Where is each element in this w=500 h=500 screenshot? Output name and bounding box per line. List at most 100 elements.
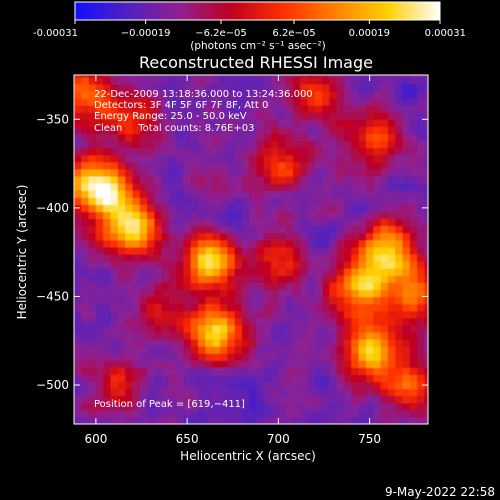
heatmap-cell [344,388,352,397]
heatmap-cell [387,261,396,269]
heatmap-cell [132,303,141,312]
heatmap-cell [256,246,265,255]
heatmap-cell [380,218,389,227]
heatmap-cell [322,388,331,397]
heatmap-cell [241,353,250,361]
heatmap-cell [409,75,418,78]
heatmap-cell [344,246,352,255]
heatmap-cell [241,402,250,411]
heatmap-cell [190,388,199,397]
heatmap-cell [402,338,411,347]
heatmap-cell [322,119,331,127]
heatmap-cell [314,175,323,184]
heatmap-cell [176,183,185,191]
heatmap-cell [103,126,112,135]
heatmap-cell [227,105,236,113]
annotation-energy: Energy Range: 25.0 ‑ 50.0 keV [94,111,247,122]
heatmap-cell [154,409,163,418]
heatmap-cell [373,261,382,269]
heatmap-cell [402,353,411,361]
heatmap-cell [139,303,148,312]
heatmap-cell [74,239,82,248]
heatmap-cell [344,239,352,248]
heatmap-cell [132,317,141,326]
heatmap-cell [132,268,141,276]
heatmap-cell [278,225,287,234]
heatmap-cell [190,289,199,298]
heatmap-cell [402,133,411,142]
heatmap-cell [117,119,126,127]
heatmap-cell [117,402,126,411]
heatmap-cell [329,310,338,319]
heatmap-cell [300,374,309,383]
heatmap-cell [74,105,82,113]
heatmap-cell [183,360,192,368]
heatmap-cell [314,381,323,390]
heatmap-cell [205,246,214,255]
heatmap-cell [395,119,404,127]
heatmap-cell [307,90,316,99]
heatmap-cell [219,161,228,170]
heatmap-cell [417,232,425,241]
heatmap-cell [380,225,389,234]
heatmap-cell [74,90,82,99]
heatmap-cell [344,161,352,170]
heatmap-cell [88,303,97,312]
heatmap-cell [329,416,338,424]
heatmap-cell [336,388,345,397]
heatmap-cell [249,112,258,120]
heatmap-cell [198,204,206,213]
heatmap-cell [146,98,155,106]
heatmap-cell [241,140,250,149]
heatmap-cell [373,303,382,312]
heatmap-cell [139,225,148,234]
heatmap-cell [74,168,82,177]
heatmap-cell [256,211,265,220]
heatmap-cell [139,98,148,106]
heatmap-cell [110,353,119,361]
heatmap-cell [409,133,418,142]
heatmap-cell [278,409,287,418]
heatmap-cell [409,338,418,347]
heatmap-cell [329,381,338,390]
heatmap-cell [380,338,389,347]
heatmap-cell [88,119,97,127]
heatmap-cell [212,374,221,383]
heatmap-cell [103,175,112,184]
heatmap-cell [314,346,323,354]
heatmap-cell [241,133,250,142]
heatmap-cell [117,261,126,269]
heatmap-cell [271,161,279,170]
heatmap-cell [81,416,90,424]
heatmap-cell [212,346,221,354]
heatmap-cell [322,416,331,424]
heatmap-cell [117,175,126,184]
heatmap-cell [351,381,360,390]
heatmap-cell [351,76,360,85]
heatmap-cell [402,225,411,234]
heatmap-cell [117,310,126,319]
heatmap-cell [417,112,425,120]
heatmap-cell [373,175,382,184]
heatmap-cell [161,211,170,220]
heatmap-cell [132,225,141,234]
heatmap-cell [146,161,155,170]
heatmap-cell [373,282,382,290]
heatmap-cell [387,154,396,163]
heatmap-cell [365,282,374,290]
heatmap-cell [219,232,228,241]
heatmap-cell [365,211,374,220]
heatmap-cell [358,253,367,262]
heatmap-cell [409,381,418,390]
heatmap-cell [292,161,301,170]
heatmap-cell [314,416,323,424]
heatmap-cell [198,317,206,326]
heatmap-cell [300,83,309,92]
heatmap-cell [198,310,206,319]
heatmap-cell [249,190,258,198]
heatmap-cell [344,275,352,283]
heatmap-cell [103,119,112,127]
heatmap-cell [205,232,214,241]
heatmap-cell [358,310,367,319]
heatmap-cell [81,253,90,262]
